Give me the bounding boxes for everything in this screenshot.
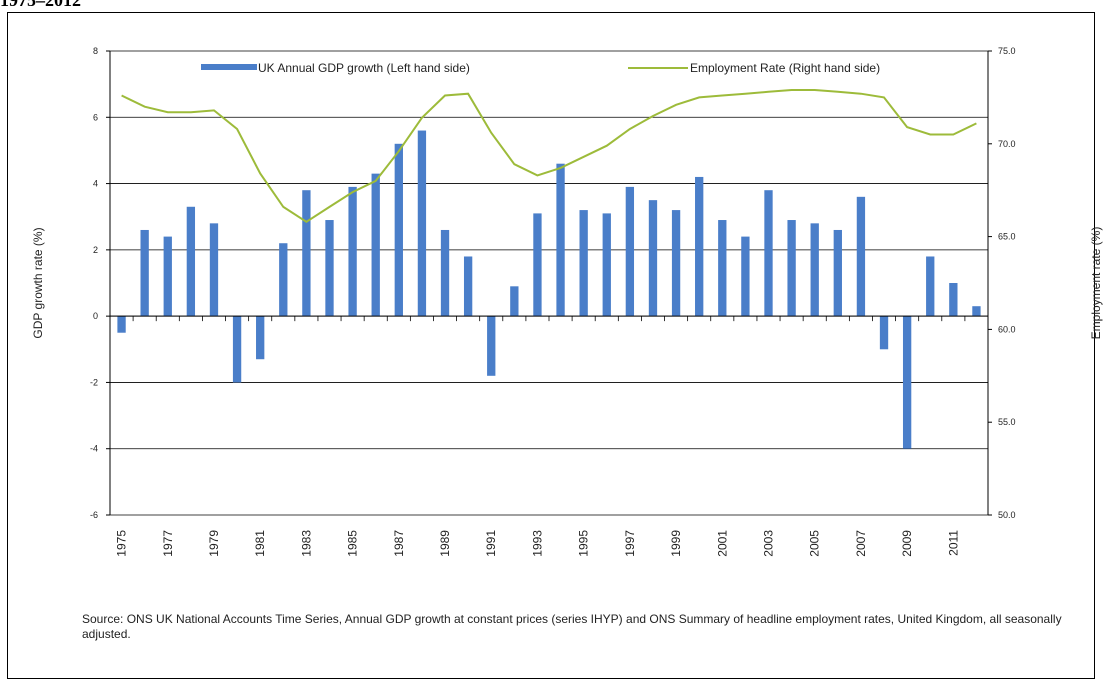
y-right-tick-label: 60.0 xyxy=(998,324,1016,334)
gdp-bar xyxy=(949,283,958,317)
x-axis-ticks: 1975 1977 1979 1981 1983 1985 1987 1989 1991 1993… xyxy=(115,530,961,557)
legend: UK Annual GDP growth (Left hand side) Emp… xyxy=(201,61,880,75)
y-tick-label: 4 xyxy=(93,179,98,189)
x-tick-label: 2009 xyxy=(900,530,914,557)
x-tick-label: 1999 xyxy=(669,530,683,557)
gridlines xyxy=(110,50,988,516)
legend-label-gdp: UK Annual GDP growth (Left hand side) xyxy=(258,61,470,75)
gdp-bar xyxy=(764,190,773,317)
y-right-tick-label: 55.0 xyxy=(998,417,1016,427)
y-tick-label: 0 xyxy=(93,311,98,321)
legend-label-employment: Employment Rate (Right hand side) xyxy=(690,61,880,75)
gdp-bar xyxy=(209,223,219,317)
x-tick-label: 1993 xyxy=(530,530,544,557)
gdp-bar xyxy=(232,316,242,383)
x-tick-label: 2011 xyxy=(946,530,960,556)
y-axis-right: 50.0 55.0 60.0 65.0 70.0 75.0 xyxy=(987,46,1016,520)
y-tick-label: -2 xyxy=(90,377,98,387)
x-tick-label: 2007 xyxy=(854,530,868,557)
gdp-bar xyxy=(810,223,819,317)
x-tick-label: 1979 xyxy=(207,530,221,557)
gdp-bar xyxy=(856,196,866,317)
gdp-bar xyxy=(348,186,357,317)
y-tick-label: -4 xyxy=(90,444,98,454)
gdp-bar xyxy=(302,190,311,317)
gdp-bar xyxy=(440,229,450,317)
x-tick-label: 2001 xyxy=(715,530,729,557)
employment-line xyxy=(121,89,977,223)
y-tick-label: 6 xyxy=(93,112,98,122)
gdp-bar xyxy=(671,210,681,317)
gdp-bar xyxy=(279,243,288,317)
gdp-bar xyxy=(926,256,935,317)
gdp-bar xyxy=(417,130,427,317)
gdp-bar xyxy=(902,316,912,449)
x-tick-label: 1997 xyxy=(623,530,637,557)
y-right-tick-label: 70.0 xyxy=(998,139,1016,149)
x-tick-label: 1985 xyxy=(346,530,360,557)
x-tick-label: 1987 xyxy=(392,530,406,557)
gdp-bar xyxy=(787,220,796,317)
gdp-bar xyxy=(487,316,496,376)
gdp-bar xyxy=(972,306,981,317)
gdp-bar xyxy=(140,229,149,317)
gdp-bar xyxy=(695,176,704,317)
y-tick-label: 8 xyxy=(93,46,98,56)
y-right-tick-label: 50.0 xyxy=(998,510,1016,520)
page-title: 1975–2012 xyxy=(0,0,81,10)
gdp-bar xyxy=(602,213,611,317)
gdp-bar xyxy=(117,316,126,333)
gdp-bar xyxy=(186,206,196,317)
gdp-bar xyxy=(325,220,334,317)
gdp-bar xyxy=(394,143,403,317)
y-axis-right-label: Employment rate (%) xyxy=(1089,227,1103,340)
source-note: Source: ONS UK National Accounts Time Se… xyxy=(82,612,1062,641)
gdp-bar xyxy=(625,186,635,317)
x-tick-label: 1981 xyxy=(253,530,267,557)
x-tick-label: 1983 xyxy=(299,530,313,557)
chart-frame xyxy=(7,12,1095,679)
gdp-bar xyxy=(163,236,172,317)
gdp-bar xyxy=(579,210,588,317)
gdp-bars xyxy=(117,130,981,449)
y-tick-label: 2 xyxy=(93,245,98,255)
x-tick-label: 1991 xyxy=(484,530,498,557)
employment-rate-line xyxy=(121,89,977,223)
y-axis-left: -6 -4 -2 0 2 4 6 8 xyxy=(90,46,111,520)
x-tick-label: 1975 xyxy=(115,530,129,557)
legend-swatch-gdp xyxy=(201,64,257,70)
y-right-tick-label: 75.0 xyxy=(998,46,1016,56)
x-tick-label: 2005 xyxy=(808,530,822,557)
gdp-bar xyxy=(463,256,473,317)
x-axis xyxy=(109,315,989,322)
gdp-bar xyxy=(510,286,519,317)
gdp-bar xyxy=(256,316,265,360)
gdp-bar xyxy=(741,236,750,317)
y-axis-left-label: GDP growth rate (%) xyxy=(31,227,45,338)
gdp-bar xyxy=(556,163,565,317)
gdp-bar xyxy=(879,316,889,350)
x-tick-label: 1977 xyxy=(161,530,175,557)
y-tick-label: -6 xyxy=(90,510,98,520)
gdp-bar xyxy=(648,200,658,317)
x-tick-label: 2003 xyxy=(762,530,776,557)
gdp-bar xyxy=(718,220,727,317)
axis-labels: GDP growth rate (%) Employment rate (%) xyxy=(31,227,1103,340)
gdp-bar xyxy=(833,229,842,317)
gdp-bar xyxy=(533,213,542,317)
x-tick-label: 1995 xyxy=(577,530,591,557)
y-right-tick-label: 65.0 xyxy=(998,232,1016,242)
x-tick-label: 1989 xyxy=(438,530,452,557)
gdp-bar xyxy=(371,173,380,317)
